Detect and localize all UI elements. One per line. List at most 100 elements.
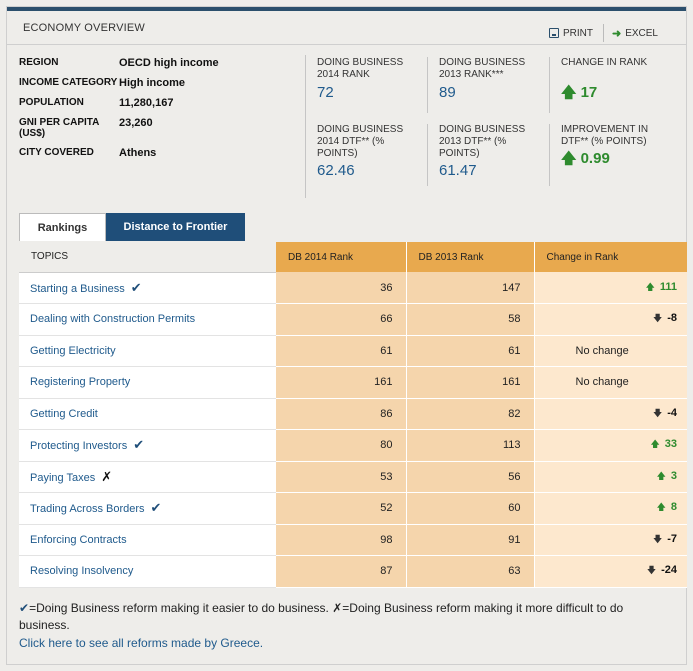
cross-icon: ✗ xyxy=(101,468,113,484)
header-actions: PRINT ➜ EXCEL xyxy=(548,24,658,42)
table-row: Protecting Investors ✔ 80 113 🡅 33 xyxy=(19,429,687,462)
rank-2013: 147 xyxy=(405,272,534,304)
stat-value: 17 xyxy=(580,84,598,101)
economy-info: REGION OECD high income INCOME CATEGORY … xyxy=(19,57,302,165)
topic-link[interactable]: Starting a Business xyxy=(30,282,125,295)
stat-divider xyxy=(549,124,550,186)
rank-change: 🡇 -8 xyxy=(533,303,687,336)
rank-2014: 98 xyxy=(276,524,406,556)
rank-2014: 161 xyxy=(276,366,406,399)
rank-change: 🡇 -7 xyxy=(533,524,687,556)
tab-distance-to-frontier[interactable]: Distance to Frontier xyxy=(106,213,245,241)
tab-rankings[interactable]: Rankings xyxy=(19,213,106,241)
change-value: -8 xyxy=(667,312,677,325)
change-value: -7 xyxy=(667,532,677,545)
rank-change: 🡇 -24 xyxy=(533,555,687,588)
arrow-right-icon: ➜ xyxy=(611,27,622,40)
legend-footnote: ✔=Doing Business reform making it easier… xyxy=(19,600,669,634)
rank-change: No change xyxy=(533,366,687,399)
topic-link[interactable]: Getting Credit xyxy=(30,407,98,420)
economy-overview-panel: ECONOMY OVERVIEW PRINT ➜ EXCEL REGION OE… xyxy=(6,6,687,665)
all-reforms-link[interactable]: Click here to see all reforms made by Gr… xyxy=(19,636,264,650)
table-row: Trading Across Borders ✔ 52 60 🡅 8 xyxy=(19,492,687,525)
checkmark-icon: ✔ xyxy=(133,437,145,453)
rank-2013: 161 xyxy=(405,366,534,399)
rank-2014: 53 xyxy=(276,461,406,493)
header-divider xyxy=(602,24,604,42)
rank-2013: 56 xyxy=(405,461,534,493)
info-value: Athens xyxy=(119,147,157,159)
info-label: REGION xyxy=(19,57,59,68)
stat-value: 62.46 xyxy=(317,162,355,179)
arrow-down-icon: 🡇 xyxy=(646,565,657,576)
topic-link[interactable]: Trading Across Borders xyxy=(30,503,145,516)
rank-change: 🡅 3 xyxy=(533,461,687,493)
stat-value-up: 🡅 0.99 xyxy=(561,151,671,166)
col-topics: TOPICS xyxy=(19,242,276,273)
table-row: Starting a Business ✔ 36 147 🡅 111 xyxy=(19,272,687,304)
table-header-row: TOPICS DB 2014 Rank DB 2013 Rank Change … xyxy=(19,242,687,273)
rank-2014: 66 xyxy=(276,303,406,336)
info-row-income: INCOME CATEGORY High income xyxy=(19,77,302,89)
info-value: 23,260 xyxy=(119,117,153,129)
topic-link[interactable]: Dealing with Construction Permits xyxy=(30,313,196,326)
change-value: 8 xyxy=(670,501,677,514)
info-row-population: POPULATION 11,280,167 xyxy=(19,97,302,109)
rank-2013: 82 xyxy=(405,398,534,430)
topic-link[interactable]: Getting Electricity xyxy=(30,344,116,357)
info-label: INCOME CATEGORY xyxy=(19,77,118,88)
rank-change: 🡅 111 xyxy=(533,272,687,304)
info-value: OECD high income xyxy=(119,57,219,69)
rank-change: 🡇 -4 xyxy=(533,398,687,430)
printer-icon xyxy=(548,28,559,38)
panel-title: ECONOMY OVERVIEW xyxy=(23,22,145,34)
col-db2014[interactable]: DB 2014 Rank xyxy=(276,242,406,272)
col-change[interactable]: Change in Rank xyxy=(533,242,687,272)
rank-2013: 63 xyxy=(405,555,534,588)
topic-link[interactable]: Paying Taxes xyxy=(30,471,96,484)
top-accent-bar xyxy=(7,7,686,11)
stat-label: DOING BUSINESS 2014 RANK xyxy=(317,57,404,80)
stat-db2013-rank: DOING BUSINESS 2013 RANK*** 89 xyxy=(439,57,544,100)
info-label: GNI PER CAPITA (US$) xyxy=(19,117,100,139)
table-row: Registering Property 161 161 No change xyxy=(19,366,687,399)
stat-value: 72 xyxy=(317,84,334,101)
excel-button[interactable]: ➜ EXCEL xyxy=(612,27,658,40)
arrow-up-icon: 🡅 xyxy=(656,470,666,481)
table-row: Dealing with Construction Permits 66 58 … xyxy=(19,303,687,336)
table-row: Getting Electricity 61 61 No change xyxy=(19,335,687,367)
rank-change: 🡅 33 xyxy=(533,429,687,462)
stat-label: DOING BUSINESS 2014 DTF** (% POINTS) xyxy=(317,124,404,159)
print-button[interactable]: PRINT xyxy=(548,28,593,39)
checkmark-icon: ✔ xyxy=(130,279,142,295)
stat-db2014-dtf: DOING BUSINESS 2014 DTF** (% POINTS) 62.… xyxy=(317,124,425,179)
stat-value: 61.47 xyxy=(439,162,477,179)
checkmark-icon: ✔ xyxy=(19,601,30,615)
info-divider xyxy=(305,55,306,198)
change-value: 3 xyxy=(670,469,677,482)
table-row: Getting Credit 86 82 🡇 -4 xyxy=(19,398,687,430)
rank-change: No change xyxy=(533,335,687,367)
excel-label: EXCEL xyxy=(625,27,658,39)
rank-2013: 58 xyxy=(405,303,534,336)
stat-label: DOING BUSINESS 2013 DTF** (% POINTS) xyxy=(439,124,526,159)
info-value: 11,280,167 xyxy=(119,97,174,109)
arrow-up-icon: 🡅 xyxy=(645,281,655,292)
footnote-positive: =Doing Business reform making it easier … xyxy=(29,601,329,615)
stat-label: IMPROVEMENT IN DTF** (% POINTS) xyxy=(561,124,649,147)
topic-link[interactable]: Registering Property xyxy=(30,376,131,389)
rank-2014: 52 xyxy=(276,492,406,525)
topic-link[interactable]: Protecting Investors xyxy=(30,440,128,453)
col-db2013[interactable]: DB 2013 Rank xyxy=(405,242,534,272)
topic-link[interactable]: Enforcing Contracts xyxy=(30,533,127,546)
table-row: Enforcing Contracts 98 91 🡇 -7 xyxy=(19,524,687,556)
stat-label: DOING BUSINESS 2013 RANK*** xyxy=(439,57,526,80)
topic-link[interactable]: Resolving Insolvency xyxy=(30,565,134,578)
info-row-city: CITY COVERED Athens xyxy=(19,147,302,159)
rank-2014: 36 xyxy=(276,272,406,304)
rank-change: 🡅 8 xyxy=(533,492,687,525)
arrow-up-icon: 🡅 xyxy=(656,502,666,513)
rank-2013: 61 xyxy=(405,335,534,367)
change-value: 33 xyxy=(664,438,677,451)
stat-value-up: 🡅 17 xyxy=(561,84,671,101)
